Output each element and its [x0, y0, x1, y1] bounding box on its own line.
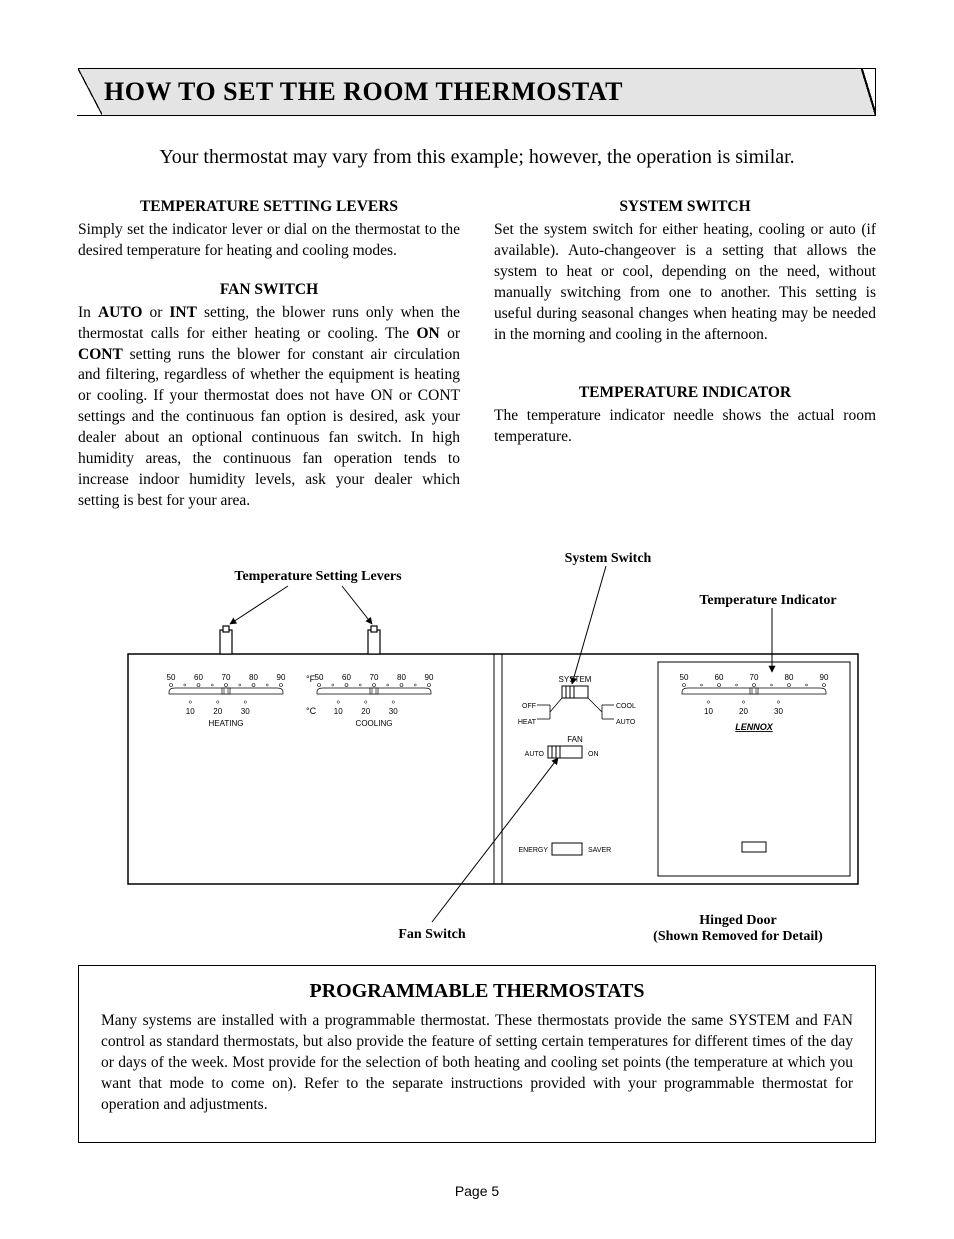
fs-mid3: or [440, 325, 460, 342]
programmable-section: PROGRAMMABLE THERMOSTATS Many systems ar… [78, 965, 876, 1143]
svg-text:30: 30 [241, 707, 250, 716]
svg-text:90: 90 [277, 673, 286, 682]
svg-text:50: 50 [167, 673, 176, 682]
fan-switch-body: In AUTO or INT setting, the blower runs … [78, 303, 460, 512]
svg-text:20: 20 [213, 707, 222, 716]
title-slash-right [861, 69, 875, 115]
system-label: SYSTEM [559, 675, 592, 684]
svg-text:10: 10 [186, 707, 195, 716]
temp-levers-body: Simply set the indicator lever or dial o… [78, 220, 460, 262]
title-bar: HOW TO SET THE ROOM THERMOSTAT [78, 68, 876, 116]
svg-text:50: 50 [315, 673, 324, 682]
temp-indicator-body: The temperature indicator needle shows t… [494, 406, 876, 448]
svg-text:30: 30 [774, 707, 783, 716]
svg-text:80: 80 [397, 673, 406, 682]
page-title: HOW TO SET THE ROOM THERMOSTAT [104, 77, 623, 107]
svg-text:60: 60 [194, 673, 203, 682]
heat-label: HEAT [518, 719, 537, 726]
label-hinged-door-1: Hinged Door [699, 913, 776, 928]
intro-text: Your thermostat may vary from this examp… [78, 146, 876, 169]
svg-text:80: 80 [785, 673, 794, 682]
svg-text:20: 20 [361, 707, 370, 716]
indicator-window [742, 842, 766, 852]
label-temp-levers: Temperature Setting Levers [234, 569, 402, 584]
svg-text:30: 30 [389, 707, 398, 716]
svg-text:70: 70 [750, 673, 759, 682]
svg-text:60: 60 [715, 673, 724, 682]
spacer [494, 363, 876, 383]
brand-text: LENNOX [735, 722, 774, 732]
fs-mid1: or [142, 304, 169, 321]
label-hinged-door-2: (Shown Removed for Detail) [653, 929, 823, 944]
label-fan-switch: Fan Switch [398, 927, 466, 942]
fs-prefix: In [78, 304, 98, 321]
lever-cooling [368, 626, 380, 654]
svg-text:90: 90 [425, 673, 434, 682]
unit-c: °C [306, 706, 317, 716]
fs-b3: ON [417, 325, 440, 342]
on-label: ON [588, 751, 599, 758]
svg-text:60: 60 [342, 673, 351, 682]
zone-cooling: COOLING [356, 719, 393, 728]
system-switch-heading: SYSTEM SWITCH [494, 197, 876, 218]
left-column: TEMPERATURE SETTING LEVERS Simply set th… [78, 197, 460, 530]
page-number: Page 5 [78, 1183, 876, 1199]
title-slash-left [78, 69, 102, 115]
title-bar-bg: HOW TO SET THE ROOM THERMOSTAT [78, 68, 876, 116]
fs-suffix: setting runs the blower for constant air… [78, 346, 460, 509]
label-system-switch: System Switch [565, 551, 652, 566]
arrow-lever-right [342, 586, 372, 624]
svg-text:10: 10 [334, 707, 343, 716]
svg-text:90: 90 [820, 673, 829, 682]
fan-switch-heading: FAN SWITCH [78, 280, 460, 301]
temp-levers-heading: TEMPERATURE SETTING LEVERS [78, 197, 460, 218]
cool-label: COOL [616, 703, 636, 710]
auto2-label: AUTO [525, 751, 545, 758]
unit-f: °F [306, 674, 316, 684]
content-columns: TEMPERATURE SETTING LEVERS Simply set th… [78, 197, 876, 530]
diagram-svg: Temperature Setting Levers System Switch… [78, 546, 876, 946]
svg-text:10: 10 [704, 707, 713, 716]
fs-b1: AUTO [98, 304, 143, 321]
label-temp-indicator: Temperature Indicator [699, 593, 836, 608]
temp-indicator-heading: TEMPERATURE INDICATOR [494, 383, 876, 404]
system-switch-body: Set the system switch for either heating… [494, 220, 876, 346]
fan-label: FAN [567, 735, 583, 744]
arrow-lever-left [230, 586, 288, 624]
svg-text:50: 50 [680, 673, 689, 682]
page-container: HOW TO SET THE ROOM THERMOSTAT Your ther… [0, 0, 954, 1239]
programmable-heading: PROGRAMMABLE THERMOSTATS [101, 978, 853, 1005]
fs-b4: CONT [78, 346, 123, 363]
off-label: OFF [522, 703, 536, 710]
energy-label: ENERGY [518, 847, 548, 854]
svg-text:20: 20 [739, 707, 748, 716]
zone-heating: HEATING [209, 719, 244, 728]
saver-label: SAVER [588, 847, 611, 854]
svg-text:70: 70 [370, 673, 379, 682]
thermostat-diagram: Temperature Setting Levers System Switch… [78, 546, 876, 951]
fs-b2: INT [169, 304, 197, 321]
programmable-body: Many systems are installed with a progra… [101, 1011, 853, 1116]
lever-heating [220, 626, 232, 654]
svg-text:80: 80 [249, 673, 258, 682]
svg-text:70: 70 [222, 673, 231, 682]
right-column: SYSTEM SWITCH Set the system switch for … [494, 197, 876, 530]
auto-label: AUTO [616, 719, 636, 726]
